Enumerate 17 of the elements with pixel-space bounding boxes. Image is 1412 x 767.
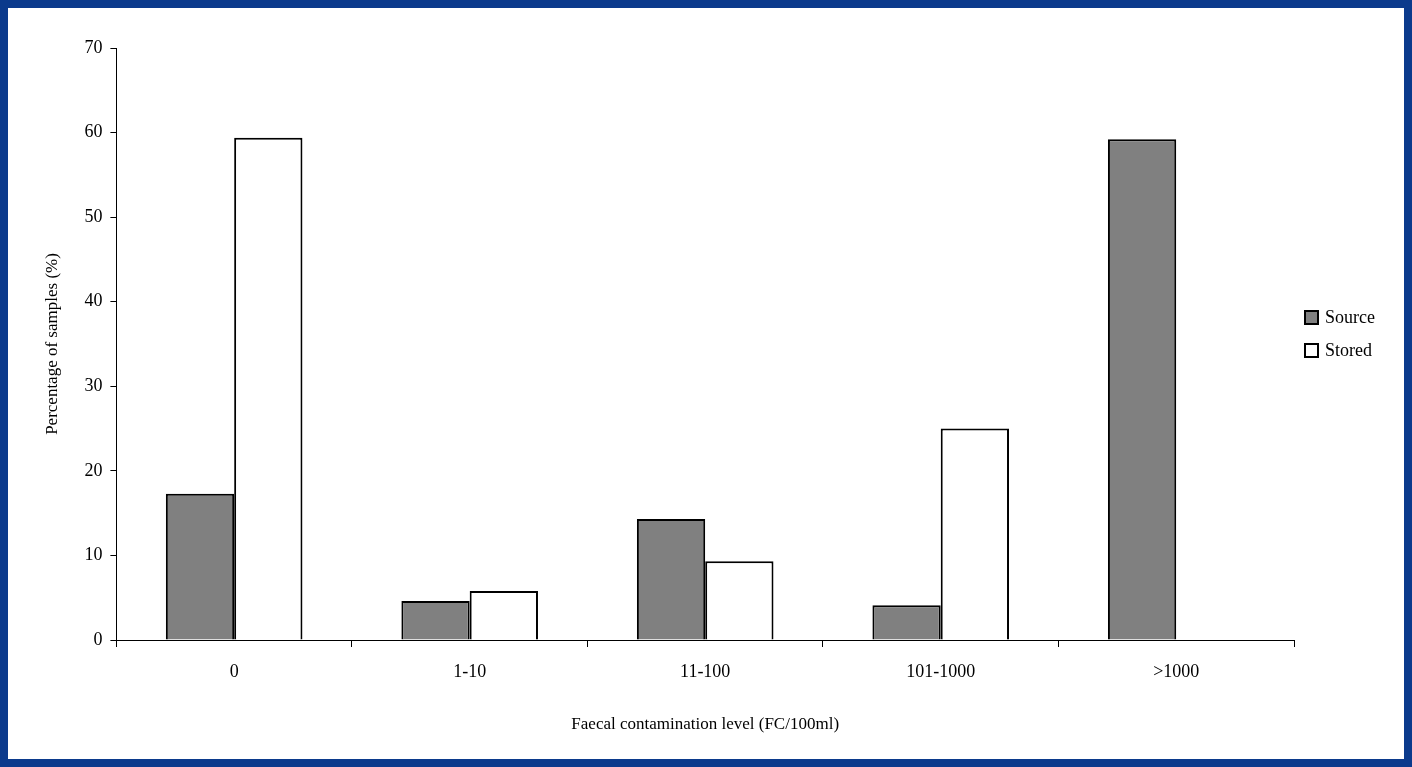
x-tick-label: 0: [229, 660, 239, 681]
x-tick-label: 101-1000: [906, 660, 976, 681]
x-tick-label: 11-100: [680, 660, 731, 681]
y-tick-label: 10: [84, 544, 103, 565]
x-axis-title: Faecal contamination level (FC/100ml): [571, 714, 840, 734]
x-tick-label: 1-10: [453, 660, 487, 681]
y-tick-label: 40: [84, 290, 103, 311]
y-tick-label: 30: [84, 375, 103, 396]
legend-label: Source: [1325, 306, 1375, 328]
y-axis-title: Percentage of samples (%): [41, 253, 61, 435]
y-tick-label: 0: [93, 628, 103, 649]
y-tick-label: 50: [84, 205, 103, 226]
y-tick-label: 60: [84, 121, 103, 142]
y-tick-label: 70: [84, 36, 103, 57]
text: Stored: [1325, 339, 1372, 361]
y-tick-label: 20: [84, 459, 103, 480]
x-tick-label: >1000: [1153, 660, 1200, 681]
